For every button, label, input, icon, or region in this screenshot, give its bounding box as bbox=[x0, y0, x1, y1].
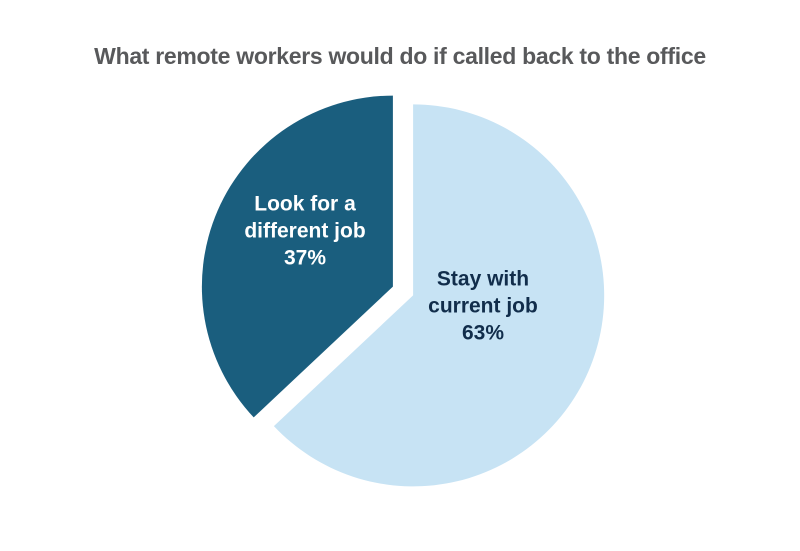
pie-slice-stay bbox=[273, 104, 605, 487]
pie-slice-look bbox=[201, 95, 393, 418]
chart-title: What remote workers would do if called b… bbox=[94, 43, 706, 69]
